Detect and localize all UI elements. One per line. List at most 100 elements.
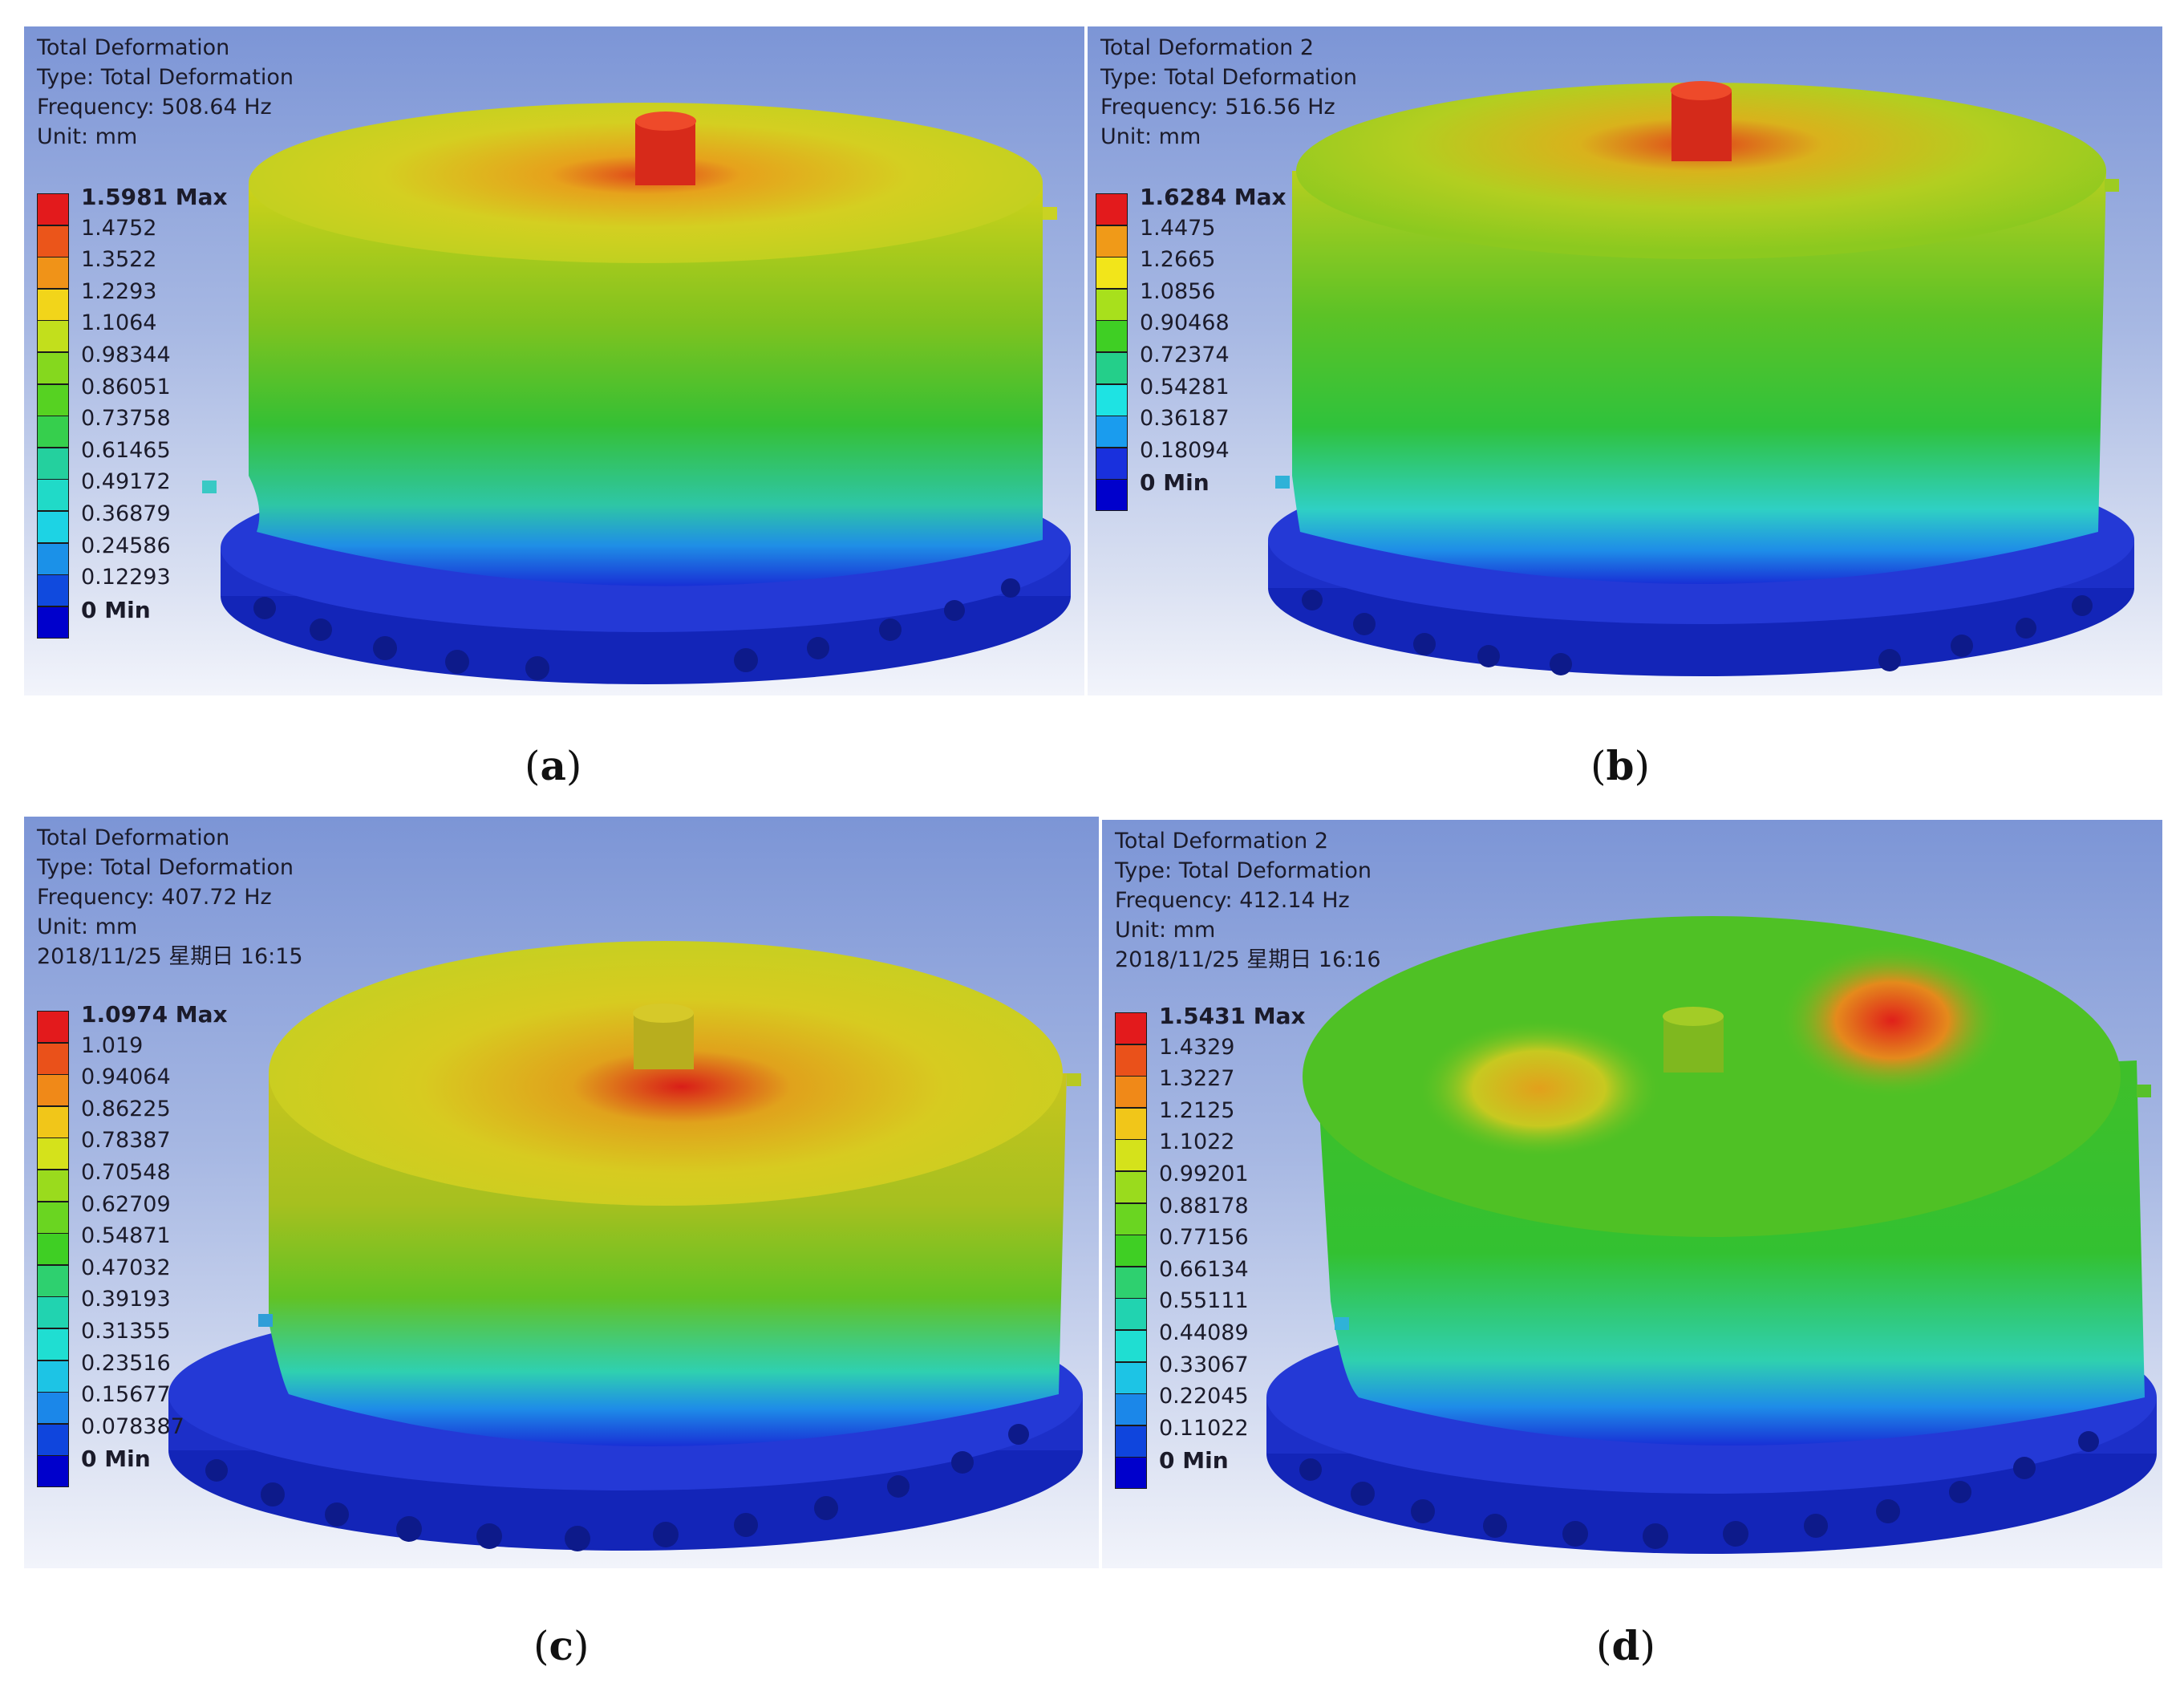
legend-swatch bbox=[1096, 320, 1128, 353]
legend-label: 1.2665 bbox=[1140, 247, 1216, 273]
legend-label: 0.18094 bbox=[1140, 437, 1230, 463]
bolt-holes-d bbox=[1299, 1431, 2099, 1549]
legend-label: 0.47032 bbox=[81, 1255, 171, 1280]
legend-swatch bbox=[37, 1296, 69, 1329]
bolt-holes-b bbox=[1302, 590, 2093, 675]
legend-swatch bbox=[1096, 288, 1128, 321]
header-unit: Unit: mm bbox=[1115, 918, 1216, 943]
legend-label: 0.078387 bbox=[81, 1413, 184, 1439]
legend-swatch bbox=[1115, 1425, 1147, 1458]
legend-swatch bbox=[1096, 193, 1128, 225]
legend-label: 1.6284 Max bbox=[1140, 184, 1286, 210]
legend-swatch bbox=[37, 1137, 69, 1170]
header-type: Type: Total Deformation bbox=[37, 855, 294, 880]
legend-swatch bbox=[37, 416, 69, 448]
result-header-a: Total Deformation Type: Total Deformatio… bbox=[37, 33, 294, 152]
legend-swatch bbox=[1115, 1139, 1147, 1172]
legend-label: 0.88178 bbox=[1159, 1193, 1249, 1219]
legend-swatch bbox=[1115, 1235, 1147, 1267]
header-type: Type: Total Deformation bbox=[37, 65, 294, 90]
caption-b: (b) bbox=[1590, 742, 1650, 789]
header-unit: Unit: mm bbox=[37, 914, 138, 939]
legend-label: 1.0856 bbox=[1140, 278, 1216, 304]
legend-label: 0 Min bbox=[81, 596, 151, 623]
result-header-c: Total Deformation Type: Total Deformatio… bbox=[37, 823, 303, 971]
legend-label: 0.78387 bbox=[81, 1128, 171, 1154]
deformation-model-b bbox=[1268, 81, 2134, 676]
legend-label: 0.62709 bbox=[81, 1191, 171, 1217]
legend-label: 0.98344 bbox=[81, 342, 171, 367]
legend-label: 0.72374 bbox=[1140, 342, 1230, 367]
panel-d: Total Deformation 2 Type: Total Deformat… bbox=[1102, 820, 2162, 1568]
legend-label: 0.36187 bbox=[1140, 406, 1230, 432]
header-title: Total Deformation bbox=[37, 825, 230, 850]
header-frequency: Frequency: 508.64 Hz bbox=[37, 95, 272, 120]
caption-label: a bbox=[540, 742, 566, 789]
caption-label: d bbox=[1611, 1622, 1640, 1669]
legend-label: 0.36879 bbox=[81, 501, 171, 526]
panel-b: Total Deformation 2 Type: Total Deformat… bbox=[1088, 26, 2162, 695]
legend-swatch bbox=[37, 606, 69, 639]
legend-label: 0.44089 bbox=[1159, 1320, 1249, 1345]
legend-swatch bbox=[37, 447, 69, 480]
legend-label: 0.22045 bbox=[1159, 1384, 1249, 1409]
panel-c: Total Deformation Type: Total Deformatio… bbox=[24, 817, 1099, 1568]
legend-label: 1.4752 bbox=[81, 215, 157, 241]
caption-c: (c) bbox=[533, 1622, 590, 1669]
caption-label: c bbox=[549, 1622, 573, 1669]
legend-swatch bbox=[1096, 225, 1128, 258]
legend-label: 1.2125 bbox=[1159, 1097, 1235, 1123]
legend-label: 1.5431 Max bbox=[1159, 1003, 1306, 1029]
legend-swatch bbox=[37, 1360, 69, 1393]
legend-swatch bbox=[37, 320, 69, 353]
legend-swatch bbox=[37, 1042, 69, 1075]
legend-label: 1.4475 bbox=[1140, 215, 1216, 241]
header-frequency: Frequency: 412.14 Hz bbox=[1115, 888, 1350, 913]
legend-label: 0 Min bbox=[1159, 1447, 1229, 1474]
legend-swatch bbox=[37, 574, 69, 607]
legend-label: 0.99201 bbox=[1159, 1161, 1249, 1186]
legend-label: 1.4329 bbox=[1159, 1034, 1235, 1060]
legend-label: 0.54281 bbox=[1140, 374, 1230, 399]
legend-swatch bbox=[1115, 1361, 1147, 1394]
legend-swatch bbox=[37, 288, 69, 321]
legend-label: 0.70548 bbox=[81, 1159, 171, 1185]
header-type: Type: Total Deformation bbox=[1115, 858, 1372, 883]
legend-swatch bbox=[37, 1264, 69, 1297]
legend-label: 0.23516 bbox=[81, 1350, 171, 1376]
header-title: Total Deformation bbox=[37, 35, 230, 60]
legend-swatch bbox=[1115, 1044, 1147, 1077]
legend-swatch bbox=[1096, 257, 1128, 290]
legend-label: 1.1022 bbox=[1159, 1129, 1235, 1155]
panel-a: Total Deformation Type: Total Deformatio… bbox=[24, 26, 1084, 695]
legend-swatch bbox=[1096, 351, 1128, 384]
legend-swatch bbox=[37, 510, 69, 543]
legend-label: 1.1064 bbox=[81, 310, 157, 336]
legend-swatch bbox=[37, 1392, 69, 1425]
legend-label: 0.86051 bbox=[81, 374, 171, 399]
header-frequency: Frequency: 407.72 Hz bbox=[37, 885, 272, 910]
legend-swatch bbox=[1115, 1170, 1147, 1203]
legend-label: 0.86225 bbox=[81, 1096, 171, 1121]
legend-swatch bbox=[1115, 1329, 1147, 1362]
legend-swatch bbox=[1115, 1266, 1147, 1299]
caption-label: b bbox=[1606, 742, 1635, 789]
header-unit: Unit: mm bbox=[1100, 124, 1201, 149]
legend-label: 0.31355 bbox=[81, 1318, 171, 1344]
legend-swatch bbox=[37, 1201, 69, 1234]
legend-swatch bbox=[37, 193, 69, 225]
header-unit: Unit: mm bbox=[37, 124, 138, 149]
header-timestamp: 2018/11/25 星期日 16:15 bbox=[37, 944, 303, 969]
legend-swatch bbox=[37, 1455, 69, 1488]
header-frequency: Frequency: 516.56 Hz bbox=[1100, 95, 1335, 120]
legend-label: 0.90468 bbox=[1140, 310, 1230, 336]
legend-swatch bbox=[1115, 1012, 1147, 1044]
legend-label: 0.49172 bbox=[81, 469, 171, 495]
legend-swatch bbox=[37, 1105, 69, 1138]
legend-swatch bbox=[37, 351, 69, 384]
legend-swatch bbox=[37, 542, 69, 575]
legend-swatch bbox=[37, 1074, 69, 1107]
legend-swatch bbox=[37, 1328, 69, 1361]
header-type: Type: Total Deformation bbox=[1100, 65, 1357, 90]
legend-label: 1.3227 bbox=[1159, 1066, 1235, 1092]
